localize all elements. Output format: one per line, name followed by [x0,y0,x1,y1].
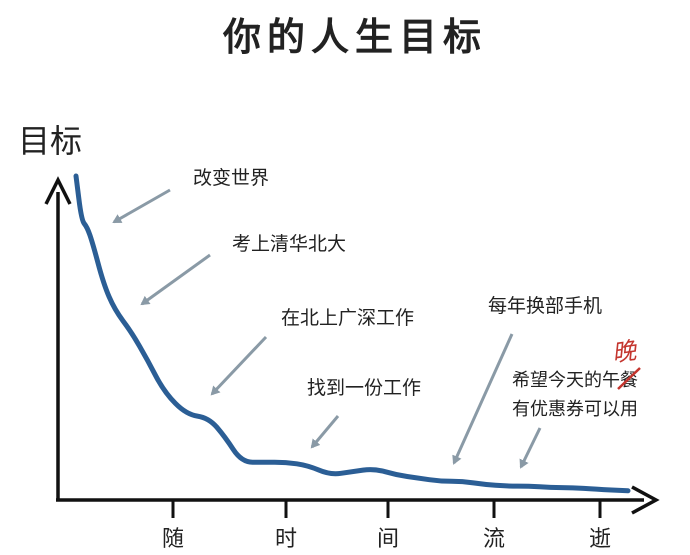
annotation-find-a-job: 找到一份工作 [307,377,421,399]
annotation-arrow [210,335,268,396]
x-tick-label: 流 [483,527,505,552]
annotation-change-the-world: 改变世界 [193,167,269,189]
annotations: 改变世界 考上清华北大 在北上广深工作 找到一份工作 每年换部手机 希望今天的午… [112,167,641,469]
series-line [73,173,631,494]
annotation-lunch-hope: 希望今天的午餐 [512,370,638,391]
axes: 随时间流逝 [44,176,660,552]
annotation-arrow [452,333,514,465]
annotation-arrow [140,253,211,306]
x-axis-ticks: 随时间流逝 [162,500,611,552]
x-tick-label: 间 [377,527,399,552]
annotation-coupon: 有优惠券可以用 [512,399,638,420]
handwritten-insert: 晚 [610,336,640,367]
y-axis-arrowhead [44,176,72,205]
x-tick-label: 逝 [589,527,611,552]
y-axis-label: 目标 [18,122,82,160]
x-tick-label: 随 [162,527,184,552]
chart-title: 你的人生目标 [222,15,487,59]
annotation-arrow [310,415,340,449]
annotation-top-university: 考上清华北大 [232,233,346,255]
annotation-new-phone-yearly: 每年换部手机 [488,295,602,317]
annotation-work-in-big-city: 在北上广深工作 [281,307,414,329]
annotation-arrow [519,427,542,469]
x-axis-arrowhead [631,485,660,515]
annotation-arrow [112,188,171,224]
x-tick-label: 时 [275,527,297,552]
strike-mark [617,367,641,390]
